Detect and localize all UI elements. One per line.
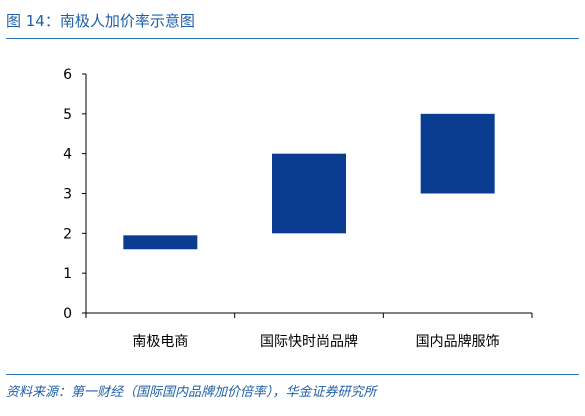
chart-title: 图 14：南极人加价率示意图 — [6, 12, 195, 30]
x-tick-label: 国际快时尚品牌 — [260, 333, 358, 350]
y-tick-label: 3 — [63, 187, 72, 203]
header-divider — [6, 38, 579, 39]
x-tick-label: 国内品牌服饰 — [416, 333, 500, 350]
range-bar — [272, 153, 346, 234]
x-tick-label: 南极电商 — [132, 334, 188, 350]
y-tick-label: 1 — [63, 266, 72, 282]
range-bar — [123, 235, 198, 250]
footer-divider — [6, 374, 579, 375]
y-tick-label: 2 — [63, 226, 72, 242]
y-tick-label: 6 — [63, 67, 72, 83]
source-note: 资料来源：第一财经（国际国内品牌加价倍率），华金证券研究所 — [6, 385, 377, 400]
range-bar — [420, 113, 495, 194]
y-tick-label: 5 — [63, 107, 72, 123]
y-tick-label: 4 — [63, 147, 72, 163]
y-tick-label: 0 — [63, 306, 72, 322]
